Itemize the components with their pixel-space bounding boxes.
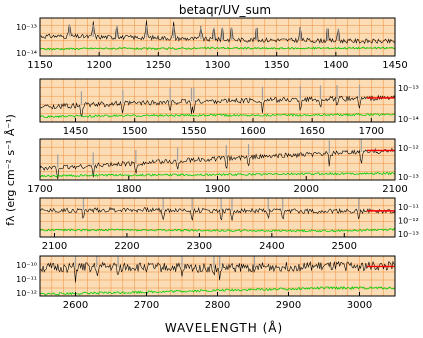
panel-frame — [39, 78, 396, 123]
flux-series — [40, 260, 395, 283]
x-tick-label: 2800 — [205, 300, 230, 311]
panel-4: 2100 2200 2300 2400 2500 10⁻¹¹ 10⁻¹² 10⁻¹³ — [39, 197, 419, 252]
panel-frame — [39, 197, 396, 238]
x-tick-label: 1200 — [86, 60, 111, 71]
error-series — [40, 285, 395, 296]
flux-series — [40, 206, 395, 221]
flux-series — [40, 20, 395, 45]
x-tick-label: 1450 — [382, 60, 407, 71]
y-tick-label: 10⁻¹¹ — [398, 203, 419, 212]
chart-title: betaqr/UV_sum — [179, 3, 271, 17]
x-tick-label: 1550 — [181, 126, 206, 137]
flux-series — [40, 147, 395, 180]
x-tick-label: 2300 — [187, 241, 212, 252]
y-tick-label: 10⁻¹² — [16, 289, 37, 298]
y-tick-label: 10⁻¹⁰ — [16, 261, 37, 270]
x-tick-label: 3000 — [347, 300, 372, 311]
x-tick-label: 2100 — [382, 184, 407, 195]
panel-1: 1150 1200 1250 1300 1350 1400 1450 10⁻¹³ 10⁻¹⁴ — [16, 17, 408, 71]
x-tick-label: 2000 — [294, 184, 319, 195]
x-tick-label: 1300 — [205, 60, 230, 71]
x-tick-label: 2600 — [63, 300, 88, 311]
y-tick-label: 10⁻¹¹ — [16, 275, 37, 284]
x-tick-label: 1400 — [323, 60, 348, 71]
x-axis-label: WAVELENGTH (Å) — [165, 320, 283, 335]
x-tick-label: 2700 — [134, 300, 159, 311]
x-tick-label: 2900 — [276, 300, 301, 311]
error-series — [40, 227, 395, 233]
x-tick-label: 2400 — [259, 241, 284, 252]
x-tick-label: 1900 — [205, 184, 230, 195]
panel-2: 1450 1500 1550 1600 1650 1700 10⁻¹³ 10⁻¹⁴ — [39, 78, 419, 137]
y-tick-label: 10⁻¹² — [398, 144, 419, 153]
panel-5: 2600 2700 2800 2900 3000 10⁻¹⁰ 10⁻¹¹ 10⁻¹² — [16, 255, 396, 311]
y-tick-label: 10⁻¹³ — [398, 173, 419, 182]
x-tick-label: 1450 — [63, 126, 88, 137]
x-tick-label: 1700 — [359, 126, 384, 137]
y-tick-label: 10⁻¹² — [398, 217, 419, 226]
x-tick-label: 1650 — [299, 126, 324, 137]
x-tick-label: 1350 — [264, 60, 289, 71]
flux-series — [40, 94, 395, 118]
x-tick-label: 1700 — [27, 184, 52, 195]
x-tick-label: 2200 — [114, 241, 139, 252]
x-tick-label: 1800 — [116, 184, 141, 195]
panel-3: 1700 1800 1900 2000 2100 10⁻¹² 10⁻¹³ — [27, 138, 419, 195]
x-tick-label: 1500 — [122, 126, 147, 137]
x-tick-label: 1600 — [240, 126, 265, 137]
error-series — [40, 171, 395, 178]
x-tick-label: 2100 — [42, 241, 67, 252]
y-tick-label: 10⁻¹³ — [398, 230, 419, 239]
y-axis-label: fλ (erg cm⁻² s⁻¹ Å⁻¹) — [4, 114, 17, 226]
error-series — [40, 112, 395, 119]
y-tick-label: 10⁻¹⁴ — [16, 49, 37, 58]
y-tick-label: 10⁻¹³ — [398, 84, 419, 93]
x-tick-label: 1250 — [146, 60, 171, 71]
x-tick-label: 1150 — [27, 60, 52, 71]
error-series — [40, 46, 395, 51]
x-tick-label: 2500 — [332, 241, 357, 252]
y-tick-label: 10⁻¹⁴ — [398, 115, 419, 124]
y-tick-label: 10⁻¹³ — [16, 23, 37, 32]
